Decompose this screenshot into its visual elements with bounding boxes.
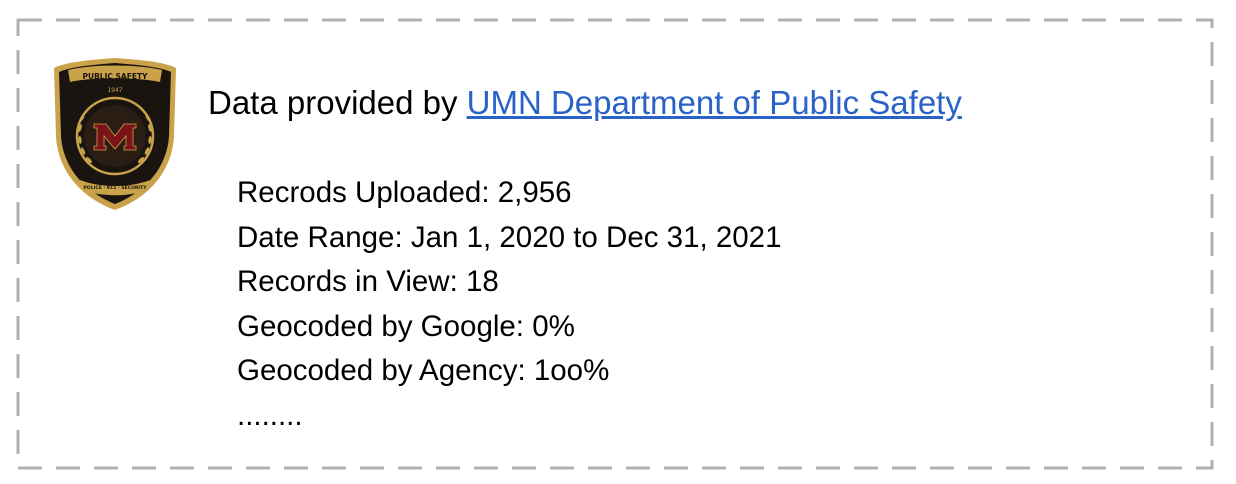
provider-link[interactable]: UMN Department of Public Safety (466, 84, 962, 121)
stat-geocoded-google: Geocoded by Google: 0% (237, 309, 575, 343)
stat-date-range: Date Range: Jan 1, 2020 to Dec 31, 2021 (237, 220, 782, 254)
stat-geocoded-agency: Geocoded by Agency: 1oo% (237, 354, 610, 387)
badge-year: 1947 (107, 87, 122, 94)
badge-top-text: PUBLIC SAFETY (83, 72, 149, 81)
dashed-info-box (16, 18, 1214, 470)
dashed-border (16, 18, 1214, 470)
stats-list: Recrods Uploaded: 2,956 Date Range: Jan … (237, 171, 782, 438)
provider-prefix: Data provided by (208, 84, 458, 121)
public-safety-badge-logo: PUBLIC SAFETY 1947 POLICE · 911 · SECURI… (54, 58, 176, 210)
stat-records-in-view: Records in View: 18 (237, 265, 499, 298)
stat-ellipsis: ........ (237, 398, 303, 432)
block-m-emblem (93, 123, 137, 151)
badge-bottom-text: POLICE · 911 · SECURITY (83, 185, 147, 191)
data-provider-line: Data provided by UMN Department of Publi… (208, 84, 962, 122)
stat-records-uploaded: Recrods Uploaded: 2,956 (237, 176, 572, 209)
